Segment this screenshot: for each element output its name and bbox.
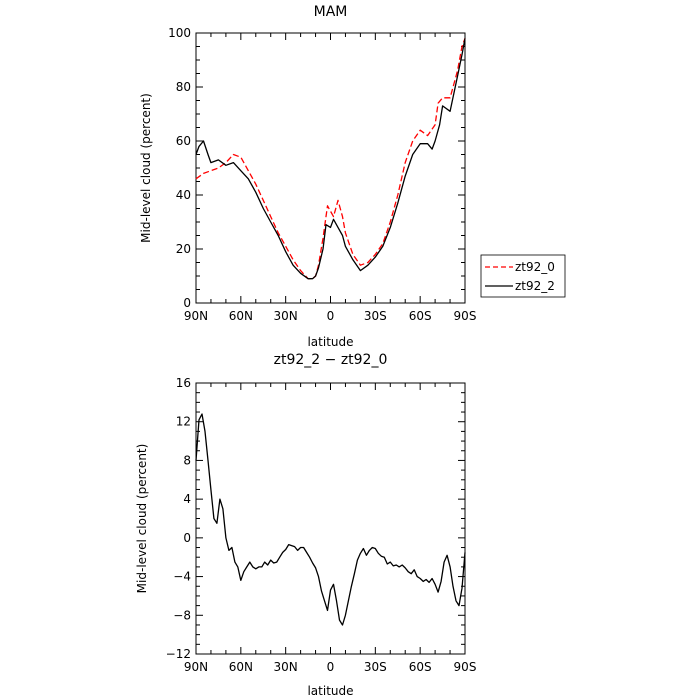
- chart-title: MAM: [314, 4, 348, 20]
- x-tick-label: 30N: [274, 660, 298, 674]
- x-axis-label: latitude: [307, 335, 353, 349]
- y-tick-label: 60: [176, 134, 191, 148]
- y-tick-label: 40: [176, 188, 191, 202]
- y-axis-label: Mid-level cloud (percent): [135, 444, 149, 594]
- y-axis-label: Mid-level cloud (percent): [139, 93, 153, 243]
- y-tick-label: 4: [183, 492, 191, 506]
- y-tick-label: −8: [173, 608, 191, 622]
- x-tick-label: 60S: [409, 309, 432, 323]
- y-tick-label: 12: [176, 415, 191, 429]
- x-tick-label: 30S: [364, 660, 387, 674]
- y-tick-label: 16: [176, 376, 191, 390]
- y-tick-label: −4: [173, 570, 191, 584]
- x-tick-label: 0: [327, 660, 335, 674]
- y-tick-label: 80: [176, 80, 191, 94]
- chart-title: zt92_2 − zt92_0: [274, 352, 388, 368]
- x-tick-label: 0: [327, 309, 335, 323]
- x-tick-label: 90S: [454, 660, 477, 674]
- chart-panel-1: MAM 90N 60N 30N 0 30S 60S 90S 0 20 40 60 80 100 latitu…: [139, 4, 566, 349]
- legend-label: zt92_0: [515, 260, 555, 274]
- series-line-zt92-2: [195, 38, 466, 280]
- legend-box: [480, 254, 566, 298]
- y-tick-label: 100: [168, 26, 191, 40]
- x-tick-label: 60N: [229, 660, 253, 674]
- x-tick-label: 90N: [184, 660, 208, 674]
- series-line-zt92-0: [195, 38, 466, 280]
- series-line-difference: [195, 413, 466, 626]
- y-tick-label: 0: [183, 531, 191, 545]
- y-tick-label: 0: [183, 296, 191, 310]
- x-tick-label: 60N: [229, 309, 253, 323]
- y-tick-label: 8: [183, 453, 191, 467]
- x-tick-label: 60S: [409, 660, 432, 674]
- x-axis-label: latitude: [307, 684, 353, 698]
- legend-label: zt92_2: [515, 279, 555, 293]
- y-tick-label: 20: [176, 242, 191, 256]
- x-tick-label: 90N: [184, 309, 208, 323]
- x-tick-label: 90S: [454, 309, 477, 323]
- y-tick-label: −12: [166, 647, 191, 661]
- legend: zt92_0 zt92_2: [480, 254, 566, 298]
- chart-panel-2: zt92_2 − zt92_0 90N 60N 30N 0 30S 60S 90S −12 −8 −…: [135, 352, 476, 698]
- plot-frame: [195, 32, 466, 304]
- x-tick-label: 30S: [364, 309, 387, 323]
- plot-frame: [195, 382, 466, 655]
- x-tick-label: 30N: [274, 309, 298, 323]
